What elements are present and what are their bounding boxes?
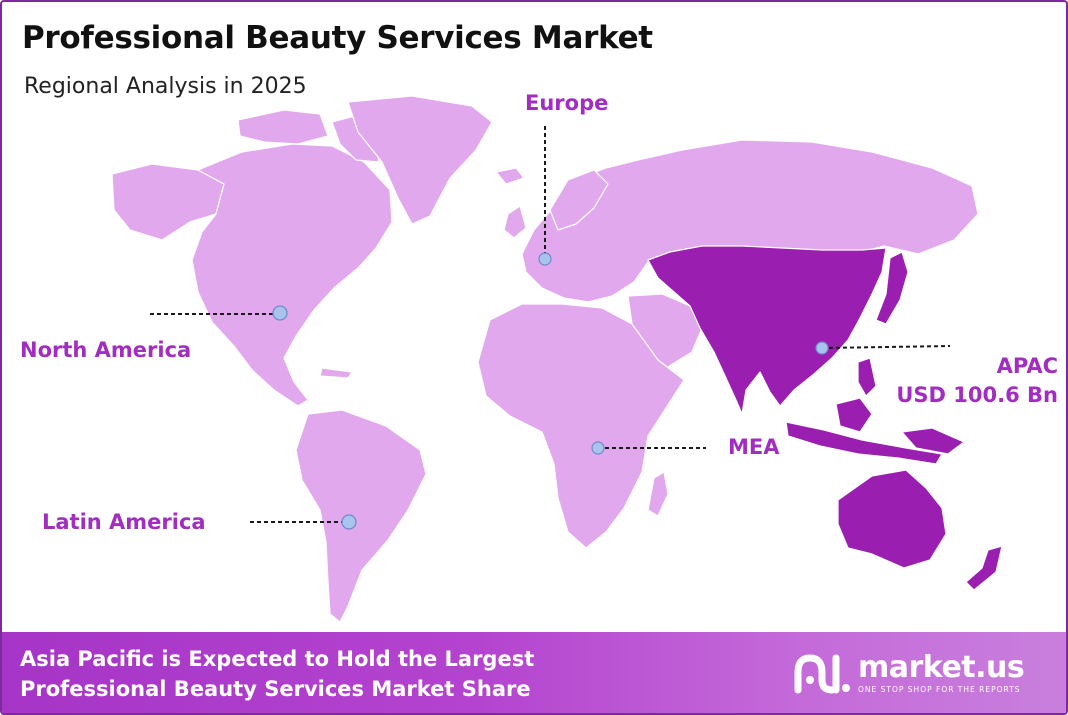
land-borneo [835, 397, 873, 433]
apac-marker [815, 341, 829, 355]
apac-label: APAC [996, 354, 1058, 378]
footer-banner: Asia Pacific is Expected to Hold the Lar… [2, 632, 1066, 713]
land-greenland [347, 95, 493, 225]
apac-leader-line [821, 345, 951, 349]
market-us-logo-icon [794, 654, 850, 694]
page-title: Professional Beauty Services Market [22, 20, 653, 56]
land-philippines [857, 357, 877, 397]
europe-marker [538, 252, 552, 266]
land-iceland [495, 167, 525, 185]
land-asia-pacific [647, 245, 887, 415]
footer-line-1: Asia Pacific is Expected to Hold the Lar… [20, 647, 535, 671]
europe-label: Europe [525, 91, 609, 115]
brand-logo: market.us ONE STOP SHOP FOR THE REPORTS [792, 649, 1025, 696]
brand-name: market.us [858, 649, 1025, 685]
land-new-zealand [965, 545, 1003, 591]
land-new-guinea [901, 427, 965, 455]
land-caribbean [319, 367, 353, 379]
apac-label-group: APAC USD 100.6 Bn [896, 352, 1058, 410]
land-scandinavia [549, 169, 609, 231]
north-america-label: North America [20, 338, 192, 362]
apac-value-label: USD 100.6 Bn [896, 383, 1058, 407]
land-eurasia-north [521, 139, 979, 303]
land-japan [875, 251, 909, 325]
footer-line-2: Professional Beauty Services Market Shar… [20, 677, 531, 701]
land-alaska [111, 163, 225, 241]
brand-tagline: ONE STOP SHOP FOR THE REPORTS [858, 684, 1021, 694]
latin-america-label: Latin America [42, 510, 206, 534]
latin-america-marker [341, 514, 357, 530]
land-uk [503, 205, 527, 239]
land-madagascar [647, 471, 669, 517]
land-south-america [295, 409, 427, 623]
land-australia [837, 469, 947, 569]
land-arctic-islands [237, 109, 329, 145]
footer-headline: Asia Pacific is Expected to Hold the Lar… [20, 644, 534, 704]
land-africa [477, 303, 685, 549]
mea-label: MEA [728, 435, 780, 459]
land-north-america [191, 143, 393, 407]
mea-marker [591, 441, 605, 455]
north-america-marker [272, 305, 288, 321]
world-map [111, 95, 1003, 623]
page-subtitle: Regional Analysis in 2025 [24, 74, 307, 99]
land-indonesia [785, 421, 943, 465]
